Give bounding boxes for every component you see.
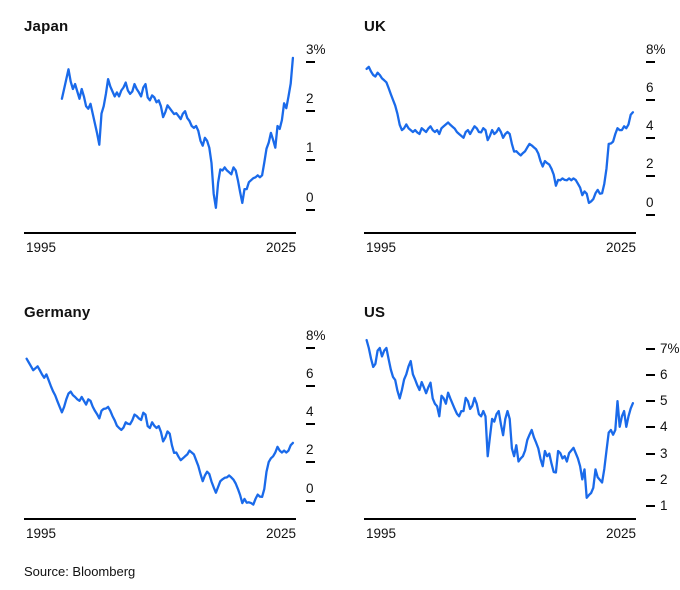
y-tick-label: 6 (660, 366, 668, 382)
y-tick-mark (306, 423, 315, 426)
chart-title: UK (364, 18, 387, 35)
y-tick-mark (306, 461, 315, 464)
line-chart (60, 56, 295, 209)
y-tick: 6 (646, 366, 668, 384)
y-tick-label: 2 (646, 156, 654, 172)
y-tick-mark (646, 98, 655, 101)
plot-area (24, 338, 296, 520)
y-tick-mark (646, 505, 655, 508)
y-tick-mark (646, 452, 655, 455)
chart-title: Japan (24, 18, 69, 35)
y-tick: 7% (646, 340, 680, 358)
series-line (60, 56, 295, 209)
chart-title: US (364, 304, 386, 321)
y-tick-label: 7% (660, 340, 680, 356)
y-tick-mark (646, 426, 655, 429)
x-tick-label: 1995 (366, 240, 397, 255)
x-tick-label: 1995 (26, 240, 57, 255)
y-tick-mark (306, 384, 315, 387)
y-tick-mark (646, 400, 655, 403)
y-tick-mark (646, 60, 655, 63)
y-tick-label: 1 (306, 140, 314, 156)
y-tick-mark (646, 478, 655, 481)
chart-panel-japan: Japan 3% 2 1 0 1995 2025 (24, 12, 340, 280)
y-tick-mark (306, 110, 315, 113)
y-tick-mark (306, 208, 315, 211)
y-axis: 3% 2 1 0 (306, 42, 342, 232)
x-tick-label: 2025 (265, 240, 296, 255)
y-tick-label: 1 (660, 498, 668, 514)
line-chart (25, 357, 295, 506)
series-line (365, 338, 635, 499)
plot-area (364, 52, 636, 234)
y-axis: 8% 6 4 2 0 (306, 328, 342, 518)
y-tick-label: 0 (306, 189, 314, 205)
y-tick-mark (646, 347, 655, 350)
y-tick-label: 3 (660, 445, 668, 461)
x-tick-label: 1995 (26, 526, 57, 541)
chart-title: Germany (24, 304, 91, 321)
y-tick: 4 (646, 418, 668, 436)
y-tick-label: 4 (660, 419, 668, 435)
x-tick-label: 1995 (366, 526, 397, 541)
series-line (25, 357, 295, 506)
y-tick-label: 0 (306, 480, 314, 496)
y-tick-label: 2 (306, 91, 314, 107)
x-tick-label: 2025 (605, 526, 636, 541)
y-tick-mark (306, 159, 315, 162)
y-tick-label: 2 (660, 471, 668, 487)
y-axis: 8% 6 4 2 0 (646, 42, 680, 232)
y-tick-mark (646, 175, 655, 178)
y-tick-mark (306, 346, 315, 349)
line-chart (365, 65, 635, 205)
source-caption: Source: Bloomberg (24, 564, 136, 579)
chart-panel-us: US 7% 6 5 4 3 2 1 1995 2025 (364, 298, 680, 566)
x-tick-label: 2025 (265, 526, 296, 541)
y-tick-label: 5 (660, 393, 668, 409)
plot-area (24, 52, 296, 234)
y-tick-mark (306, 60, 315, 63)
chart-panel-uk: UK 8% 6 4 2 0 1995 2025 (364, 12, 680, 280)
y-tick: 2 (646, 471, 668, 489)
y-tick-label: 6 (306, 365, 314, 381)
y-tick: 3 (646, 445, 668, 463)
chart-panel-germany: Germany 8% 6 4 2 0 1995 2025 (24, 298, 340, 566)
y-tick-label: 4 (306, 404, 314, 420)
x-tick-label: 2025 (605, 240, 636, 255)
y-tick-mark (646, 137, 655, 140)
y-tick: 1 (646, 497, 668, 515)
y-tick-label: 2 (306, 442, 314, 458)
series-line (365, 65, 635, 205)
y-tick-mark (306, 499, 315, 502)
y-tick-label: 4 (646, 118, 654, 134)
y-tick-mark (646, 373, 655, 376)
y-tick-label: 8% (646, 41, 666, 57)
y-tick-mark (646, 213, 655, 216)
plot-area (364, 338, 636, 520)
y-tick-label: 8% (306, 327, 326, 343)
y-tick-label: 6 (646, 79, 654, 95)
y-tick-label: 3% (306, 41, 326, 57)
y-tick-label: 0 (646, 194, 654, 210)
y-axis: 7% 6 5 4 3 2 1 (646, 338, 680, 518)
line-chart (365, 338, 635, 499)
y-tick: 5 (646, 392, 668, 410)
